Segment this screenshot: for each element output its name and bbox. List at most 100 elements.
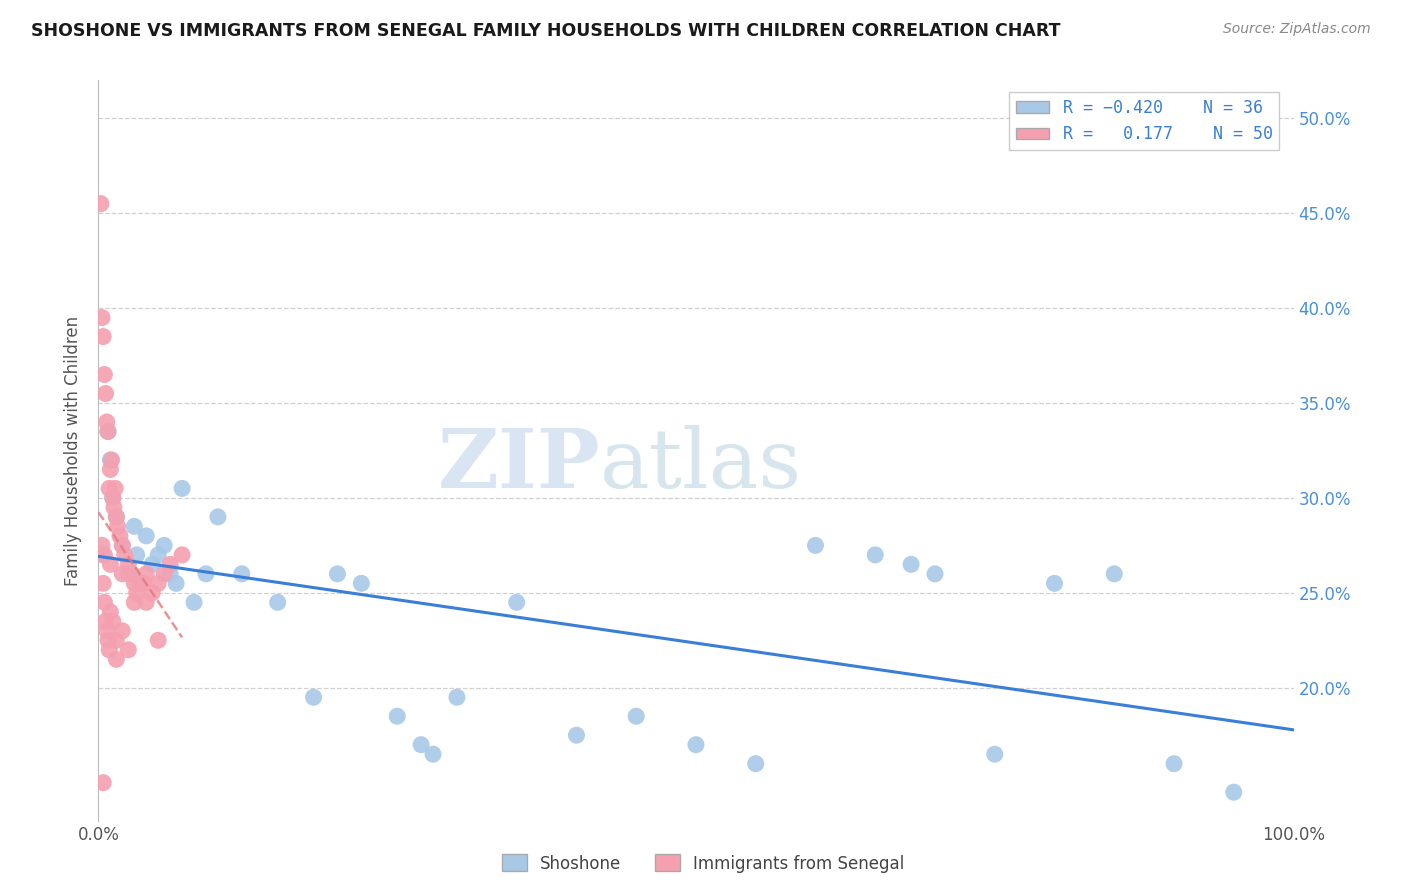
Legend: R = −0.420    N = 36, R =   0.177    N = 50: R = −0.420 N = 36, R = 0.177 N = 50 <box>1010 92 1279 150</box>
Point <box>98 453 122 467</box>
Point <box>90 196 112 211</box>
Point <box>91 576 114 591</box>
Point <box>94 615 117 629</box>
Point <box>103 500 125 515</box>
Point <box>111 624 134 638</box>
Point <box>114 548 136 562</box>
Point <box>98 642 121 657</box>
Point <box>111 566 134 581</box>
Point <box>165 576 187 591</box>
Point <box>135 566 157 581</box>
Point <box>94 386 117 401</box>
Point <box>148 633 170 648</box>
Point <box>195 566 218 581</box>
Point <box>745 756 768 771</box>
Point <box>207 509 229 524</box>
Point <box>98 605 122 619</box>
Point <box>804 538 827 552</box>
Point <box>132 576 155 591</box>
Point <box>135 595 157 609</box>
Point <box>124 595 146 609</box>
Point <box>1163 756 1185 771</box>
Point <box>101 491 124 505</box>
Point <box>924 566 946 581</box>
Y-axis label: Family Households with Children: Family Households with Children <box>65 316 83 585</box>
Point <box>129 576 152 591</box>
Point <box>117 558 139 572</box>
Point <box>984 747 1007 762</box>
Point <box>1223 785 1246 799</box>
Point <box>1043 576 1066 591</box>
Point <box>565 728 588 742</box>
Point <box>97 425 120 439</box>
Text: atlas: atlas <box>600 425 803 505</box>
Point <box>117 642 139 657</box>
Point <box>107 519 129 533</box>
Point <box>141 586 163 600</box>
Point <box>685 738 707 752</box>
Point <box>422 747 444 762</box>
Point <box>125 586 148 600</box>
Point <box>108 529 131 543</box>
Point <box>124 576 146 591</box>
Point <box>96 624 118 638</box>
Point <box>385 709 409 723</box>
Point <box>1104 566 1126 581</box>
Point <box>104 482 127 496</box>
Point <box>91 775 114 789</box>
Point <box>900 558 922 572</box>
Point <box>865 548 887 562</box>
Text: SHOSHONE VS IMMIGRANTS FROM SENEGAL FAMILY HOUSEHOLDS WITH CHILDREN CORRELATION : SHOSHONE VS IMMIGRANTS FROM SENEGAL FAMI… <box>31 22 1060 40</box>
Point <box>97 425 120 439</box>
Point <box>97 633 120 648</box>
Point <box>91 538 114 552</box>
Point <box>172 482 194 496</box>
Point <box>98 558 122 572</box>
Point <box>411 738 433 752</box>
Point <box>129 576 152 591</box>
Point <box>159 566 181 581</box>
Point <box>231 566 253 581</box>
Point <box>302 690 325 705</box>
Point <box>100 453 122 467</box>
Point <box>91 548 114 562</box>
Point <box>124 519 146 533</box>
Text: Source: ZipAtlas.com: Source: ZipAtlas.com <box>1223 22 1371 37</box>
Point <box>267 595 290 609</box>
Point <box>105 652 128 666</box>
Point <box>121 566 143 581</box>
Point <box>153 566 176 581</box>
Point <box>350 576 373 591</box>
Point <box>148 576 170 591</box>
Point <box>148 548 170 562</box>
Point <box>93 368 115 382</box>
Legend: Shoshone, Immigrants from Senegal: Shoshone, Immigrants from Senegal <box>495 847 911 880</box>
Point <box>626 709 648 723</box>
Point <box>111 538 134 552</box>
Point <box>93 548 115 562</box>
Point <box>98 462 122 476</box>
Text: ZIP: ZIP <box>437 425 600 505</box>
Point <box>446 690 468 705</box>
Point <box>111 538 134 552</box>
Point <box>183 595 205 609</box>
Point <box>93 595 115 609</box>
Point <box>91 310 114 325</box>
Point <box>125 548 148 562</box>
Point <box>101 615 124 629</box>
Point <box>159 558 181 572</box>
Point <box>98 482 121 496</box>
Point <box>105 633 128 648</box>
Point <box>135 529 157 543</box>
Point <box>117 566 139 581</box>
Point <box>105 509 128 524</box>
Point <box>96 415 118 429</box>
Point <box>153 538 176 552</box>
Point <box>172 548 194 562</box>
Point <box>141 558 163 572</box>
Point <box>326 566 349 581</box>
Point <box>91 329 114 343</box>
Point <box>101 491 124 505</box>
Point <box>105 509 128 524</box>
Point <box>506 595 529 609</box>
